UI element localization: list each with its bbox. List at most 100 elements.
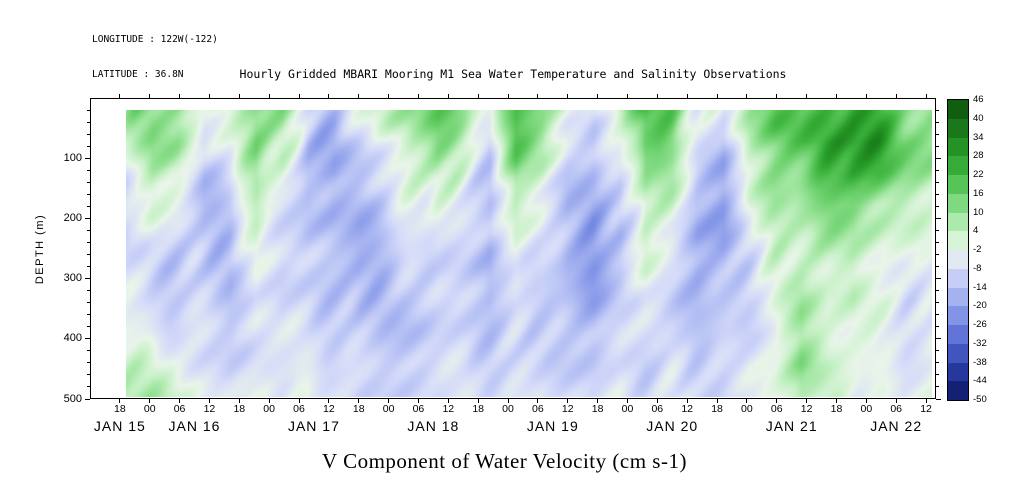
x-tick-top (567, 94, 569, 98)
x-tick-bottom (537, 399, 539, 403)
y-minor-tick-right (936, 374, 939, 376)
heatmap-canvas (126, 110, 932, 397)
x-tick-label: 12 (203, 403, 216, 415)
y-tick-right (936, 338, 941, 340)
x-tick-label: 00 (860, 403, 873, 415)
x-date-label: JAN 21 (765, 418, 818, 434)
x-tick-top (179, 94, 181, 98)
x-tick-label: 00 (382, 403, 395, 415)
y-tick-left (85, 338, 90, 340)
x-tick-top (597, 94, 599, 98)
x-tick-bottom (806, 399, 808, 403)
colorbar-tick-label: -26 (973, 319, 987, 330)
colorbar-tick-label: 34 (973, 131, 984, 143)
chart-title: Hourly Gridded MBARI Mooring M1 Sea Wate… (239, 67, 787, 81)
x-tick-label: 00 (143, 403, 156, 415)
colorbar-tick-label: 22 (973, 169, 984, 180)
y-minor-tick-left (87, 133, 90, 135)
y-minor-tick-right (936, 290, 939, 292)
x-tick-bottom (835, 399, 837, 403)
x-tick-top (477, 94, 479, 98)
colorbar-tick-label: -50 (973, 394, 987, 405)
x-tick-bottom (626, 399, 628, 403)
y-minor-tick-left (87, 109, 90, 111)
x-tick-top (298, 94, 300, 98)
x-date-label: JAN 20 (646, 418, 699, 434)
x-tick-top (776, 94, 778, 98)
colorbar-segment (948, 100, 968, 119)
y-minor-tick-left (87, 145, 90, 147)
y-tick-left (85, 398, 90, 400)
x-tick-label: 18 (591, 403, 604, 415)
x-tick-label: 18 (711, 403, 723, 415)
x-tick-label: 18 (472, 403, 484, 415)
x-tick-bottom (925, 399, 927, 403)
colorbar-segment (948, 193, 968, 213)
x-tick-bottom (447, 399, 449, 403)
x-tick-top (119, 94, 121, 98)
x-tick-bottom (865, 399, 867, 403)
x-tick-label: 12 (561, 403, 574, 415)
x-date-label: JAN 16 (168, 418, 221, 434)
colorbar-segment (948, 137, 968, 157)
x-tick-top (835, 94, 837, 98)
colorbar-segment (948, 156, 968, 175)
x-tick-label: 00 (741, 403, 753, 415)
x-tick-label: 12 (800, 403, 813, 415)
colorbar-segment (948, 287, 968, 307)
colorbar-tick-label: 4 (973, 225, 979, 237)
colorbar-segment (948, 306, 968, 325)
x-tick-label: 06 (770, 403, 783, 415)
y-minor-tick-right (936, 181, 939, 183)
y-minor-tick-right (936, 133, 939, 135)
x-tick-top (328, 94, 330, 98)
x-tick-top (388, 94, 390, 98)
x-tick-bottom (716, 399, 718, 403)
colorbar-segment (948, 250, 968, 269)
y-minor-tick-left (87, 362, 90, 364)
y-minor-tick-right (936, 109, 939, 111)
y-minor-tick-left (87, 241, 90, 243)
y-tick-left (85, 278, 90, 280)
y-minor-tick-left (87, 121, 90, 123)
y-minor-tick-right (936, 229, 939, 231)
x-tick-bottom (119, 399, 121, 403)
colorbar-tick-label: 16 (973, 187, 984, 199)
x-tick-top (208, 94, 210, 98)
x-tick-label: 06 (532, 403, 544, 415)
x-tick-label: 18 (114, 403, 126, 415)
x-tick-label: 06 (890, 403, 903, 415)
colorbar (947, 99, 969, 401)
x-tick-top (268, 94, 270, 98)
y-minor-tick-left (87, 181, 90, 183)
x-date-label: JAN 19 (526, 418, 579, 434)
y-minor-tick-left (87, 350, 90, 352)
colorbar-segment (948, 381, 968, 400)
y-tick-right (936, 278, 941, 280)
y-tick-label: 100 (63, 151, 82, 164)
x-tick-top (656, 94, 658, 98)
y-minor-tick-left (87, 193, 90, 195)
x-tick-top (507, 94, 509, 98)
colorbar-segment (948, 343, 968, 363)
x-tick-label: 18 (352, 403, 365, 415)
colorbar-tick-label: -8 (973, 262, 982, 274)
x-tick-bottom (149, 399, 151, 403)
x-tick-label: 00 (621, 403, 634, 415)
colorbar-segment (948, 175, 968, 194)
x-tick-label: 12 (920, 403, 932, 415)
colorbar-segment (948, 231, 968, 250)
x-tick-label: 06 (293, 403, 305, 415)
x-date-label: JAN 17 (287, 418, 340, 434)
y-minor-tick-left (87, 290, 90, 292)
colorbar-tick-label: -38 (973, 356, 987, 368)
x-tick-label: 12 (681, 403, 694, 415)
y-minor-tick-left (87, 302, 90, 304)
colorbar-tick-label: 40 (973, 112, 984, 124)
x-tick-top (417, 94, 419, 98)
y-tick-left (85, 157, 90, 159)
y-minor-tick-right (936, 326, 939, 328)
y-minor-tick-left (87, 386, 90, 388)
x-date-label: JAN 18 (407, 418, 460, 434)
x-tick-bottom (268, 399, 270, 403)
